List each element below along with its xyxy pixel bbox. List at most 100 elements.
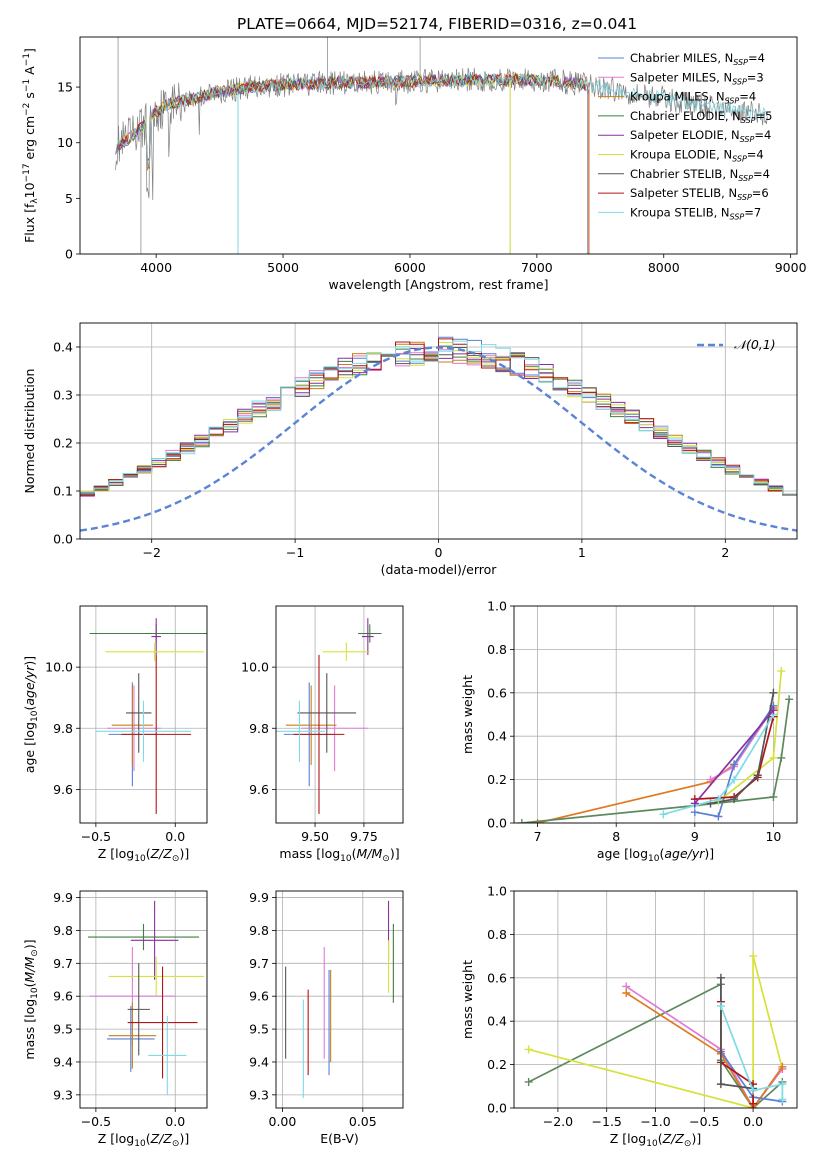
- y-tick-label: 0.2: [487, 772, 507, 787]
- errorbar-point: [127, 966, 198, 1079]
- x-tick-label: −0.5: [689, 1114, 719, 1129]
- axes-frame: [79, 322, 798, 540]
- y-tick-label: 9.7: [53, 956, 73, 971]
- legend-label: Chabrier MILES, NSSP=4: [630, 51, 765, 67]
- panel-residuals: −2 −1 0 1 2 0.0 0.1 0.2 0.3 0.4 (data-model)/error…: [22, 322, 798, 577]
- x-axis-label: (data-model)/error: [381, 562, 498, 577]
- mass-weight-marker: [706, 775, 715, 784]
- y-tick-label: 9.6: [249, 989, 269, 1004]
- x-tick-label: 8000: [648, 260, 680, 275]
- mass-weight-line: [694, 709, 775, 805]
- x-tick-label: 4000: [140, 260, 172, 275]
- x-axis-label: mass [log10(M/M⊙)]: [279, 846, 399, 864]
- y-tick-label: 0.4: [53, 340, 73, 355]
- errorbars: [87, 900, 204, 1095]
- legend-label: 𝒩(0,1): [734, 337, 776, 352]
- panel-mass-weight-vs-Z: −2.0 −1.5 −1.0 −0.5 0.0 0.0 0.2 0.4 0.6 0.8 1.0 Z […: [460, 884, 798, 1149]
- legend-label: Chabrier ELODIE, NSSP=5: [630, 109, 772, 125]
- mass-weight-marker: [777, 753, 786, 762]
- mass-weight-marker: [690, 799, 699, 808]
- mass-weight-marker: [714, 795, 723, 804]
- x-axis-label: E(B-V): [320, 1131, 359, 1146]
- mass-weight-marker: [785, 695, 794, 704]
- mass-weight-marker: [524, 1077, 533, 1086]
- mass-weight-marker: [716, 973, 725, 982]
- errorbar-point: [130, 900, 179, 980]
- panels: 4000 5000 6000 7000 8000 9000051015wavelength…: [22, 36, 807, 1149]
- y-tick-label: 0.8: [487, 927, 507, 942]
- mass-weight-marker: [769, 792, 778, 801]
- y-tick-label: 15: [57, 80, 73, 95]
- residual-histogram: [80, 340, 797, 502]
- figure-title: PLATE=0664, MJD=52174, FIBERID=0316, z=0…: [237, 15, 637, 33]
- x-tick-label: 0: [435, 545, 443, 560]
- mass-weight-marker: [778, 1080, 787, 1089]
- x-tick-label: 7: [534, 829, 542, 844]
- y-axis-label: Normed distribution: [22, 369, 37, 494]
- mass-weight-marker: [753, 771, 762, 780]
- mass-weight-marker: [622, 988, 631, 997]
- panel-spectrum: 4000 5000 6000 7000 8000 9000 0 5 10 15 wavelength…: [22, 36, 807, 292]
- y-tick-label: 0.6: [487, 970, 507, 985]
- mass-weight-marker: [769, 706, 778, 715]
- errorbar-point: [108, 1002, 157, 1069]
- model-spectrum-line: [115, 73, 587, 170]
- x-tick-label: −2: [142, 545, 160, 560]
- x-axis-label: Z [log10(Z/Z⊙)]: [98, 1131, 189, 1149]
- errorbar-point: [95, 700, 192, 762]
- y-tick-label: 9.3: [53, 1087, 73, 1102]
- y-tick-label: 9.8: [249, 923, 269, 938]
- panel-mass-vs-EBV: 0.00 0.05 9.3 9.4 9.5 9.6 9.7 9.8 9.9 E(B-V): [249, 890, 404, 1146]
- y-axis-label: mass weight: [460, 960, 475, 1039]
- mass-weight-marker: [659, 810, 668, 819]
- y-tick-label: 9.8: [53, 721, 73, 736]
- y-tick-label: 0.1: [53, 484, 73, 499]
- spectrum-legend: Chabrier MILES, NSSP=4 Salpeter MILES, NS…: [598, 51, 772, 221]
- mass-weight-marker: [730, 775, 739, 784]
- y-tick-label: 0.0: [487, 1101, 507, 1116]
- mass-weight-marker: [749, 952, 758, 961]
- axes-frame: [79, 605, 208, 824]
- x-tick-label: 9000: [775, 260, 807, 275]
- errorbar-point: [276, 700, 325, 762]
- axes-frame: [79, 890, 208, 1109]
- y-tick-label: 0.0: [53, 532, 73, 547]
- errorbar-point: [87, 923, 200, 951]
- y-tick-label: 9.9: [53, 890, 73, 905]
- mass-weight-marker: [749, 1086, 758, 1095]
- y-tick-label: 5: [65, 191, 73, 206]
- errorbar-point: [148, 1015, 187, 1095]
- axes-frame: [275, 605, 404, 824]
- legend-label: Kroupa ELODIE, NSSP=4: [630, 148, 764, 164]
- mass-weight-marker: [769, 688, 778, 697]
- model-spectrum-line: [115, 72, 587, 169]
- mass-weight-lines: [517, 667, 794, 823]
- y-tick-label: 9.6: [53, 782, 73, 797]
- mass-weight-line: [710, 692, 775, 805]
- errorbar-point: [106, 685, 161, 772]
- y-axis-label: age [log10(age/yr)]: [22, 656, 40, 773]
- x-tick-label: −0.5: [81, 1114, 111, 1129]
- mass-weight-line: [720, 1005, 784, 1100]
- normal-curve: [80, 346, 797, 532]
- y-tick-label: 9.8: [249, 721, 269, 736]
- errorbars: [89, 618, 207, 814]
- legend-label: Salpeter STELIB, NSSP=6: [630, 186, 769, 202]
- model-spectrum-line: [587, 79, 768, 121]
- histogram-lines: [80, 336, 797, 532]
- x-axis-label: wavelength [Angstrom, rest frame]: [328, 277, 548, 292]
- y-tick-label: 9.6: [53, 989, 73, 1004]
- y-axis-label: mass weight: [460, 675, 475, 754]
- x-tick-label: 8: [612, 829, 620, 844]
- x-tick-label: −2.0: [543, 1114, 573, 1129]
- errorbar-point: [297, 673, 357, 753]
- errorbar-point: [285, 685, 337, 765]
- axes-frame: [513, 605, 798, 824]
- mass-weight-marker: [517, 819, 526, 823]
- legend-label: Kroupa MILES, NSSP=4: [630, 90, 756, 106]
- mass-weight-marker: [730, 760, 739, 769]
- errorbar-point: [106, 1006, 155, 1072]
- y-tick-label: 10.0: [45, 660, 73, 675]
- y-tick-label: 1.0: [487, 884, 507, 899]
- mass-weight-marker: [714, 812, 723, 821]
